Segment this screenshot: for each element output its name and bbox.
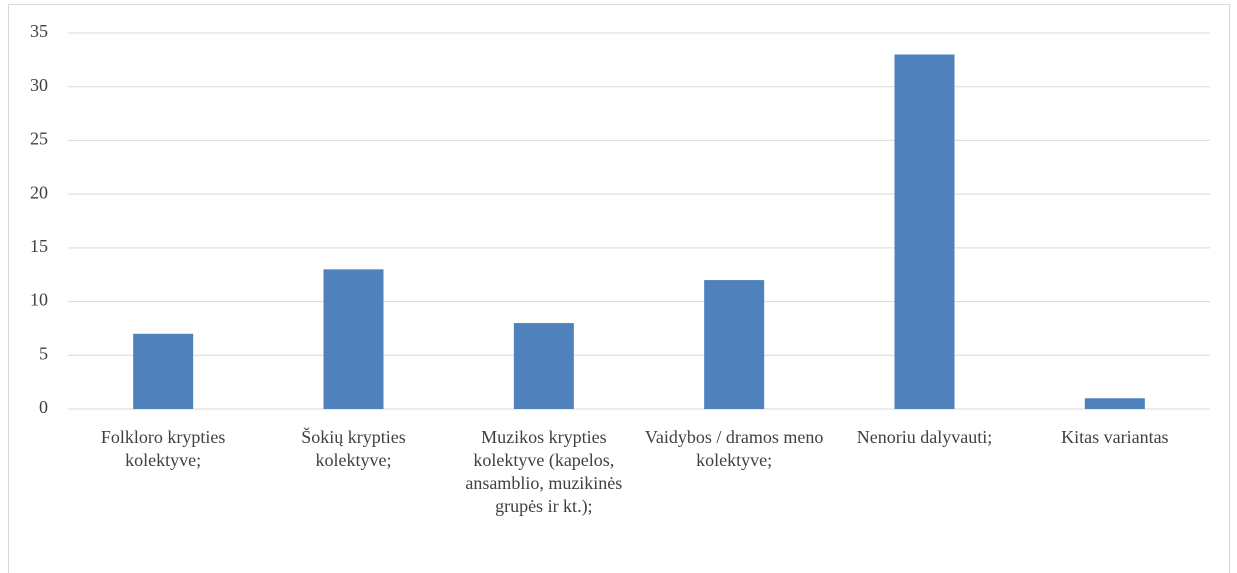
y-tick-label: 35 xyxy=(30,21,48,41)
y-tick-label: 0 xyxy=(39,397,48,417)
y-tick-label: 10 xyxy=(30,290,48,310)
bar xyxy=(704,280,765,409)
y-tick-label: 20 xyxy=(30,182,48,202)
bar xyxy=(894,54,955,409)
x-tick-label: Muzikos krypties kolektyve (kapelos, ans… xyxy=(465,427,623,516)
x-tick-label: Šokių krypties kolektyve; xyxy=(301,427,406,470)
x-tick-label: Folkloro krypties kolektyve; xyxy=(100,427,226,470)
chart-border xyxy=(8,4,1230,573)
bar xyxy=(1084,398,1145,409)
bar xyxy=(513,323,574,409)
x-tick-label: Kitas variantas xyxy=(1061,427,1169,447)
bar xyxy=(133,333,194,409)
y-tick-label: 25 xyxy=(30,129,48,149)
x-tick-label: Nenoriu dalyvauti; xyxy=(856,427,993,447)
bar xyxy=(323,269,384,409)
y-tick-label: 30 xyxy=(30,75,48,95)
y-tick-label: 15 xyxy=(30,236,48,256)
x-tick-label: Vaidybos / dramos meno kolektyve; xyxy=(644,427,824,470)
y-tick-label: 5 xyxy=(39,343,48,363)
